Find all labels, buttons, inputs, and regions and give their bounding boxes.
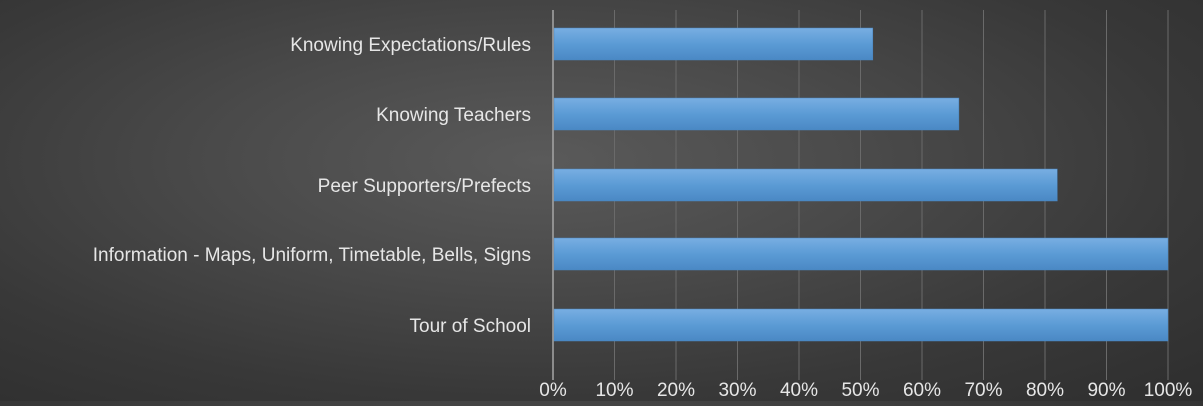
category-label: Knowing Expectations/Rules xyxy=(290,35,531,56)
x-tick-label: 60% xyxy=(903,380,941,401)
bar xyxy=(553,97,960,131)
bar xyxy=(553,308,1169,342)
bar xyxy=(553,237,1169,271)
x-tick-label: 50% xyxy=(841,380,879,401)
x-tick-label: 80% xyxy=(1026,380,1064,401)
category-label: Information - Maps, Uniform, Timetable, … xyxy=(93,245,531,266)
x-tick-label: 0% xyxy=(539,380,567,401)
bar xyxy=(553,168,1058,202)
category-labels: Knowing Expectations/Rules Knowing Teache… xyxy=(93,35,531,337)
category-label: Knowing Teachers xyxy=(376,105,531,126)
category-label: Peer Supporters/Prefects xyxy=(318,176,531,197)
x-tick-label: 30% xyxy=(718,380,756,401)
x-tick-label: 100% xyxy=(1144,380,1193,401)
bars xyxy=(553,27,1169,342)
x-tick-label: 40% xyxy=(780,380,818,401)
x-tick-label: 20% xyxy=(657,380,695,401)
category-label: Tour of School xyxy=(410,316,531,337)
x-tick-label: 70% xyxy=(964,380,1002,401)
bar xyxy=(553,27,874,61)
x-tick-label: 90% xyxy=(1087,380,1125,401)
x-tick-label: 10% xyxy=(595,380,633,401)
x-tick-labels: 0% 10% 20% 30% 40% 50% 60% 70% 80% 90% 100% xyxy=(539,380,1192,401)
